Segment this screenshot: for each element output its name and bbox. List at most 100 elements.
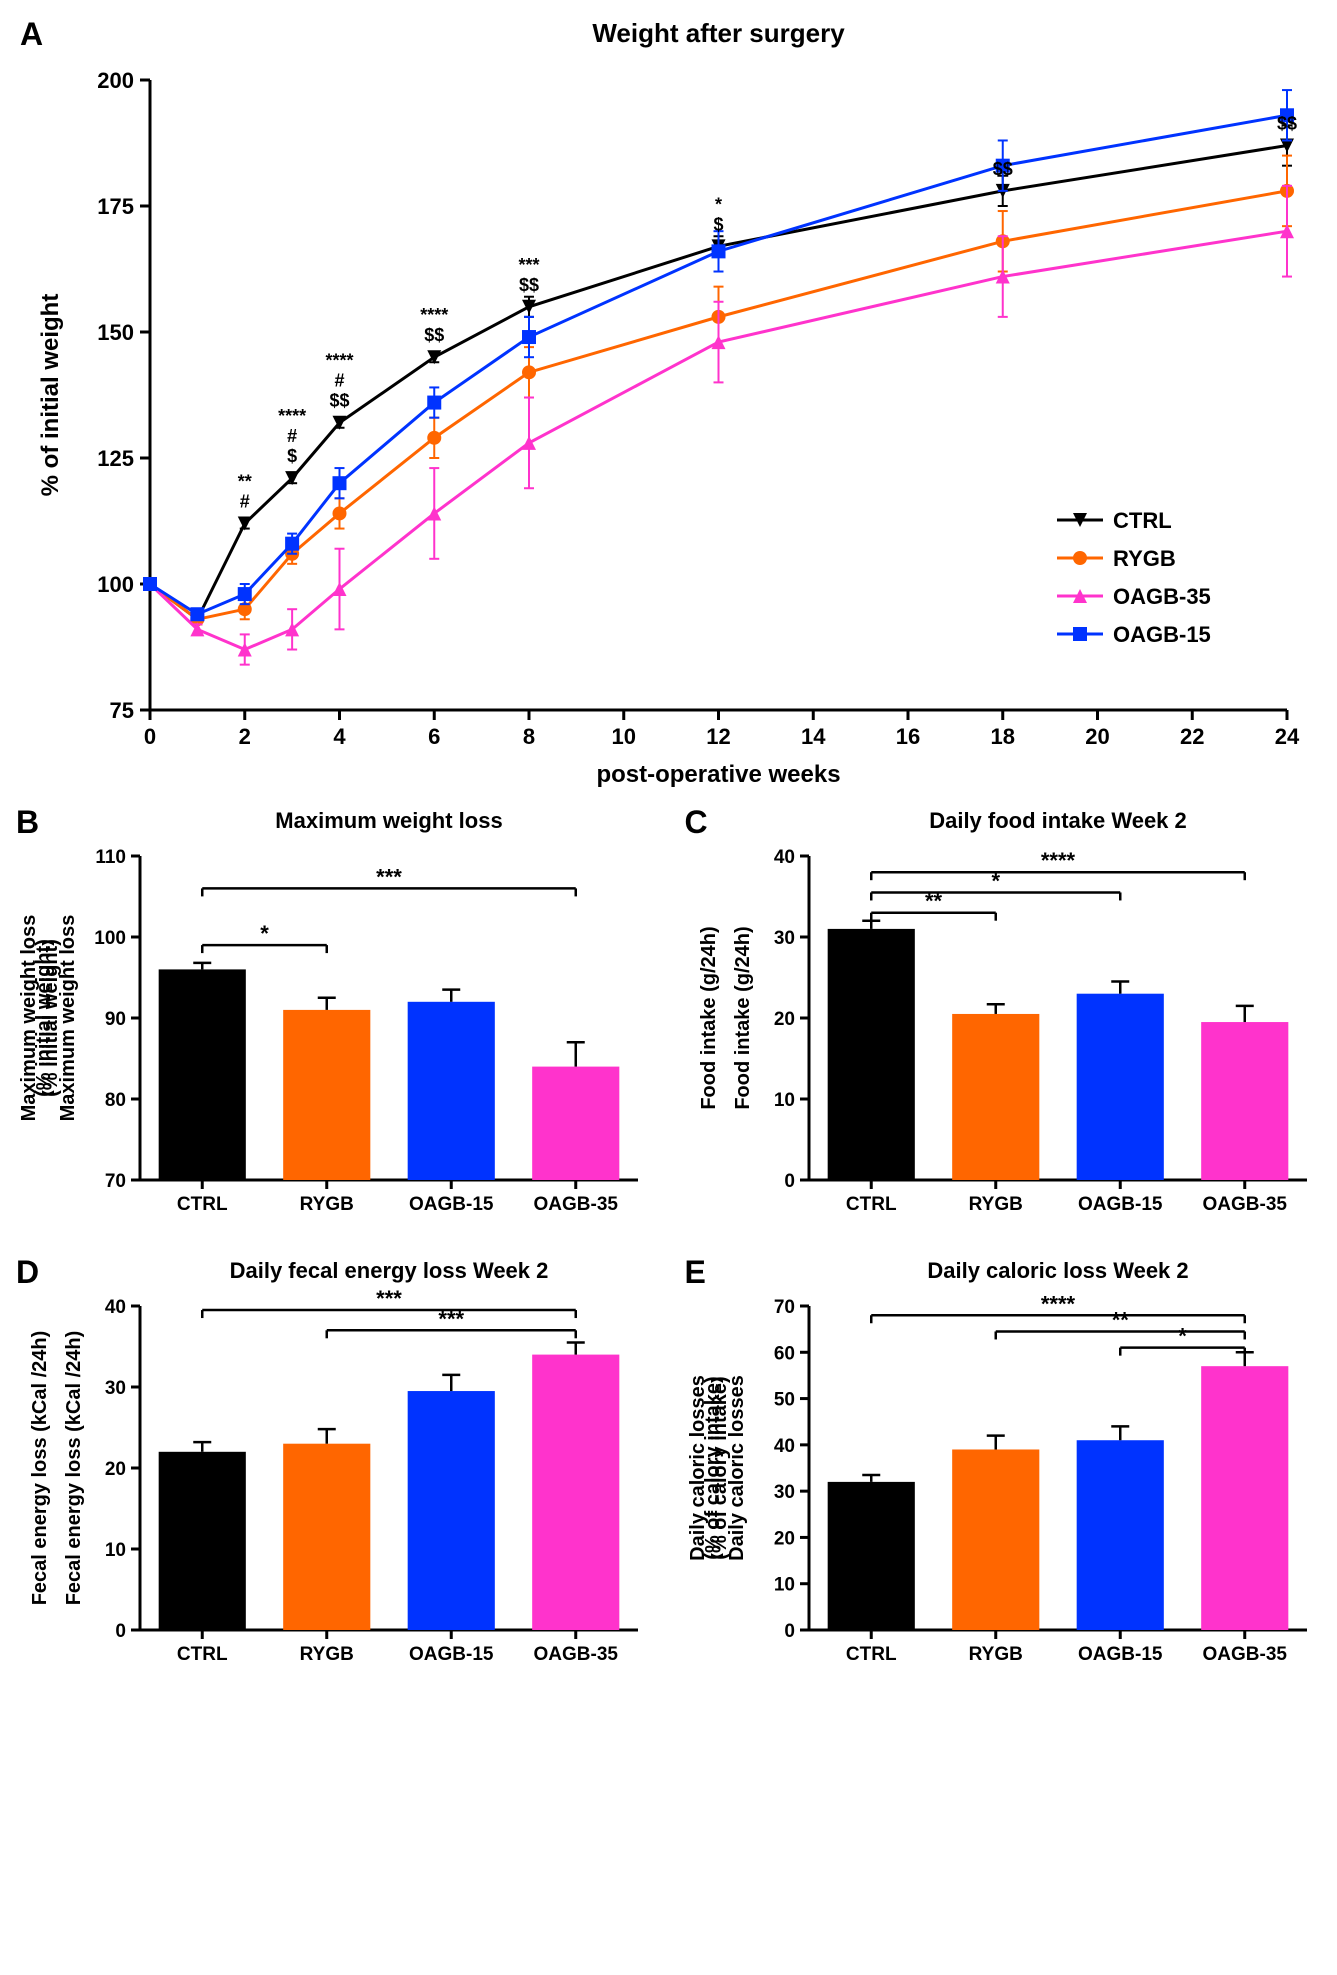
panel-b-chart: Maximum weight loss708090100110Maximum w… bbox=[10, 800, 658, 1240]
svg-text:$: $ bbox=[287, 446, 297, 466]
svg-text:$$: $$ bbox=[993, 159, 1013, 179]
svg-text:10: 10 bbox=[773, 1090, 794, 1111]
svg-text:OAGB-15: OAGB-15 bbox=[1078, 1194, 1163, 1215]
svg-text:OAGB-35: OAGB-35 bbox=[534, 1194, 619, 1215]
svg-text:****: **** bbox=[325, 351, 353, 371]
svg-text:20: 20 bbox=[105, 1459, 126, 1480]
svg-text:12: 12 bbox=[706, 724, 730, 749]
svg-text:0: 0 bbox=[784, 1171, 795, 1192]
svg-text:RYGB: RYGB bbox=[300, 1644, 354, 1665]
svg-text:*: * bbox=[1178, 1324, 1187, 1349]
svg-text:40: 40 bbox=[773, 1436, 794, 1457]
svg-text:OAGB-15: OAGB-15 bbox=[1078, 1644, 1163, 1665]
svg-text:post-operative weeks: post-operative weeks bbox=[596, 761, 840, 788]
svg-text:RYGB: RYGB bbox=[1113, 546, 1176, 571]
svg-text:200: 200 bbox=[97, 68, 134, 93]
svg-text:#: # bbox=[240, 492, 250, 512]
svg-text:20: 20 bbox=[1085, 724, 1109, 749]
svg-text:OAGB-35: OAGB-35 bbox=[1202, 1194, 1287, 1215]
panel-d: D Daily fecal energy loss Week 201020304… bbox=[10, 1250, 659, 1690]
svg-text:***: *** bbox=[376, 864, 402, 889]
svg-text:CTRL: CTRL bbox=[845, 1194, 896, 1215]
svg-text:50: 50 bbox=[773, 1390, 794, 1411]
svg-text:Daily fecal energy loss Week 2: Daily fecal energy loss Week 2 bbox=[230, 1258, 549, 1283]
svg-text:CTRL: CTRL bbox=[177, 1644, 228, 1665]
svg-text:Fecal energy loss (kCal /24h): Fecal energy loss (kCal /24h) bbox=[63, 1331, 85, 1606]
svg-text:$$: $$ bbox=[519, 275, 539, 295]
svg-text:****: **** bbox=[1040, 1291, 1075, 1316]
svg-text:0: 0 bbox=[115, 1621, 126, 1642]
svg-text:***: *** bbox=[518, 255, 539, 275]
svg-text:OAGB-15: OAGB-15 bbox=[1113, 622, 1211, 647]
svg-text:125: 125 bbox=[97, 446, 134, 471]
svg-text:100: 100 bbox=[97, 572, 134, 597]
panel-a: A Weight after surgery751001251501752000… bbox=[10, 10, 1327, 800]
svg-text:22: 22 bbox=[1180, 724, 1204, 749]
svg-text:*: * bbox=[715, 194, 722, 214]
svg-text:RYGB: RYGB bbox=[968, 1644, 1022, 1665]
svg-text:Fecal energy loss (kCal /24h): Fecal energy loss (kCal /24h) bbox=[29, 1331, 51, 1606]
svg-text:20: 20 bbox=[773, 1528, 794, 1549]
svg-text:OAGB-15: OAGB-15 bbox=[409, 1194, 494, 1215]
svg-text:175: 175 bbox=[97, 194, 134, 219]
svg-text:(% of calory intake): (% of calory intake) bbox=[709, 1376, 731, 1559]
svg-text:110: 110 bbox=[95, 847, 126, 868]
panel-d-label: D bbox=[16, 1254, 39, 1291]
panel-d-chart: Daily fecal energy loss Week 2010203040F… bbox=[10, 1250, 658, 1690]
svg-text:30: 30 bbox=[773, 1482, 794, 1503]
panel-c-chart: Daily food intake Week 2 0 10 20 30 40 Food in… bbox=[679, 800, 1327, 1240]
svg-text:Daily caloric loss Week 2: Daily caloric loss Week 2 bbox=[927, 1258, 1188, 1283]
svg-text:Daily caloric losses: Daily caloric losses bbox=[687, 1375, 709, 1561]
svg-text:80: 80 bbox=[105, 1090, 126, 1111]
svg-text:$: $ bbox=[713, 214, 723, 234]
svg-text:0: 0 bbox=[784, 1621, 795, 1642]
svg-text:75: 75 bbox=[110, 698, 134, 723]
svg-text:**: ** bbox=[1111, 1307, 1129, 1332]
svg-text:20: 20 bbox=[773, 1009, 794, 1030]
svg-text:24: 24 bbox=[1275, 724, 1300, 749]
svg-text:60: 60 bbox=[773, 1343, 794, 1364]
svg-text:8: 8 bbox=[523, 724, 535, 749]
panel-c-label: C bbox=[685, 804, 708, 841]
svg-text:100: 100 bbox=[94, 928, 126, 949]
svg-text:Daily food intake Week 2: Daily food intake Week 2 bbox=[929, 808, 1187, 833]
svg-text:40: 40 bbox=[773, 847, 794, 868]
svg-text:***: *** bbox=[376, 1286, 402, 1311]
svg-text:CTRL: CTRL bbox=[845, 1644, 896, 1665]
svg-text:0: 0 bbox=[144, 724, 156, 749]
svg-text:$$: $$ bbox=[424, 325, 444, 345]
row-de: D Daily fecal energy loss Week 2 0 10 20 30 4… bbox=[10, 1250, 1327, 1690]
panel-e-chart: Daily caloric loss Week 2 0 10 20 30 40 50 60 70… bbox=[679, 1250, 1327, 1690]
svg-text:RYGB: RYGB bbox=[968, 1194, 1022, 1215]
svg-text:2: 2 bbox=[239, 724, 251, 749]
svg-text:OAGB-15: OAGB-15 bbox=[409, 1644, 494, 1665]
svg-text:10: 10 bbox=[105, 1540, 126, 1561]
svg-text:#: # bbox=[334, 371, 344, 391]
svg-text:10: 10 bbox=[773, 1575, 794, 1596]
svg-text:70: 70 bbox=[105, 1171, 126, 1192]
svg-text:OAGB-35: OAGB-35 bbox=[1113, 584, 1211, 609]
svg-text:Food intake (g/24h): Food intake (g/24h) bbox=[698, 926, 720, 1109]
svg-text:40: 40 bbox=[105, 1297, 126, 1318]
panel-a-label: A bbox=[20, 16, 43, 53]
svg-text:18: 18 bbox=[991, 724, 1015, 749]
svg-text:$$: $$ bbox=[329, 391, 349, 411]
svg-text:RYGB: RYGB bbox=[300, 1194, 354, 1215]
svg-text:(% initial weight): (% initial weight) bbox=[40, 939, 62, 1097]
panel-a-chart: Weight after surgery75100125150175200024… bbox=[10, 10, 1327, 800]
panel-b-label: B bbox=[16, 804, 39, 841]
svg-text:14: 14 bbox=[801, 724, 826, 749]
svg-text:150: 150 bbox=[97, 320, 134, 345]
svg-text:**: ** bbox=[238, 472, 252, 492]
svg-text:#: # bbox=[287, 426, 297, 446]
panel-e: E Daily caloric loss Week 20102030405060… bbox=[679, 1250, 1328, 1690]
svg-text:16: 16 bbox=[896, 724, 920, 749]
svg-text:6: 6 bbox=[428, 724, 440, 749]
svg-text:30: 30 bbox=[773, 928, 794, 949]
svg-text:OAGB-35: OAGB-35 bbox=[1202, 1644, 1287, 1665]
svg-text:90: 90 bbox=[105, 1009, 126, 1030]
svg-text:****: **** bbox=[1040, 848, 1075, 873]
svg-text:****: **** bbox=[420, 305, 448, 325]
svg-text:70: 70 bbox=[773, 1297, 794, 1318]
panel-b: B Maximum weight loss708090100110Maximum… bbox=[10, 800, 659, 1240]
